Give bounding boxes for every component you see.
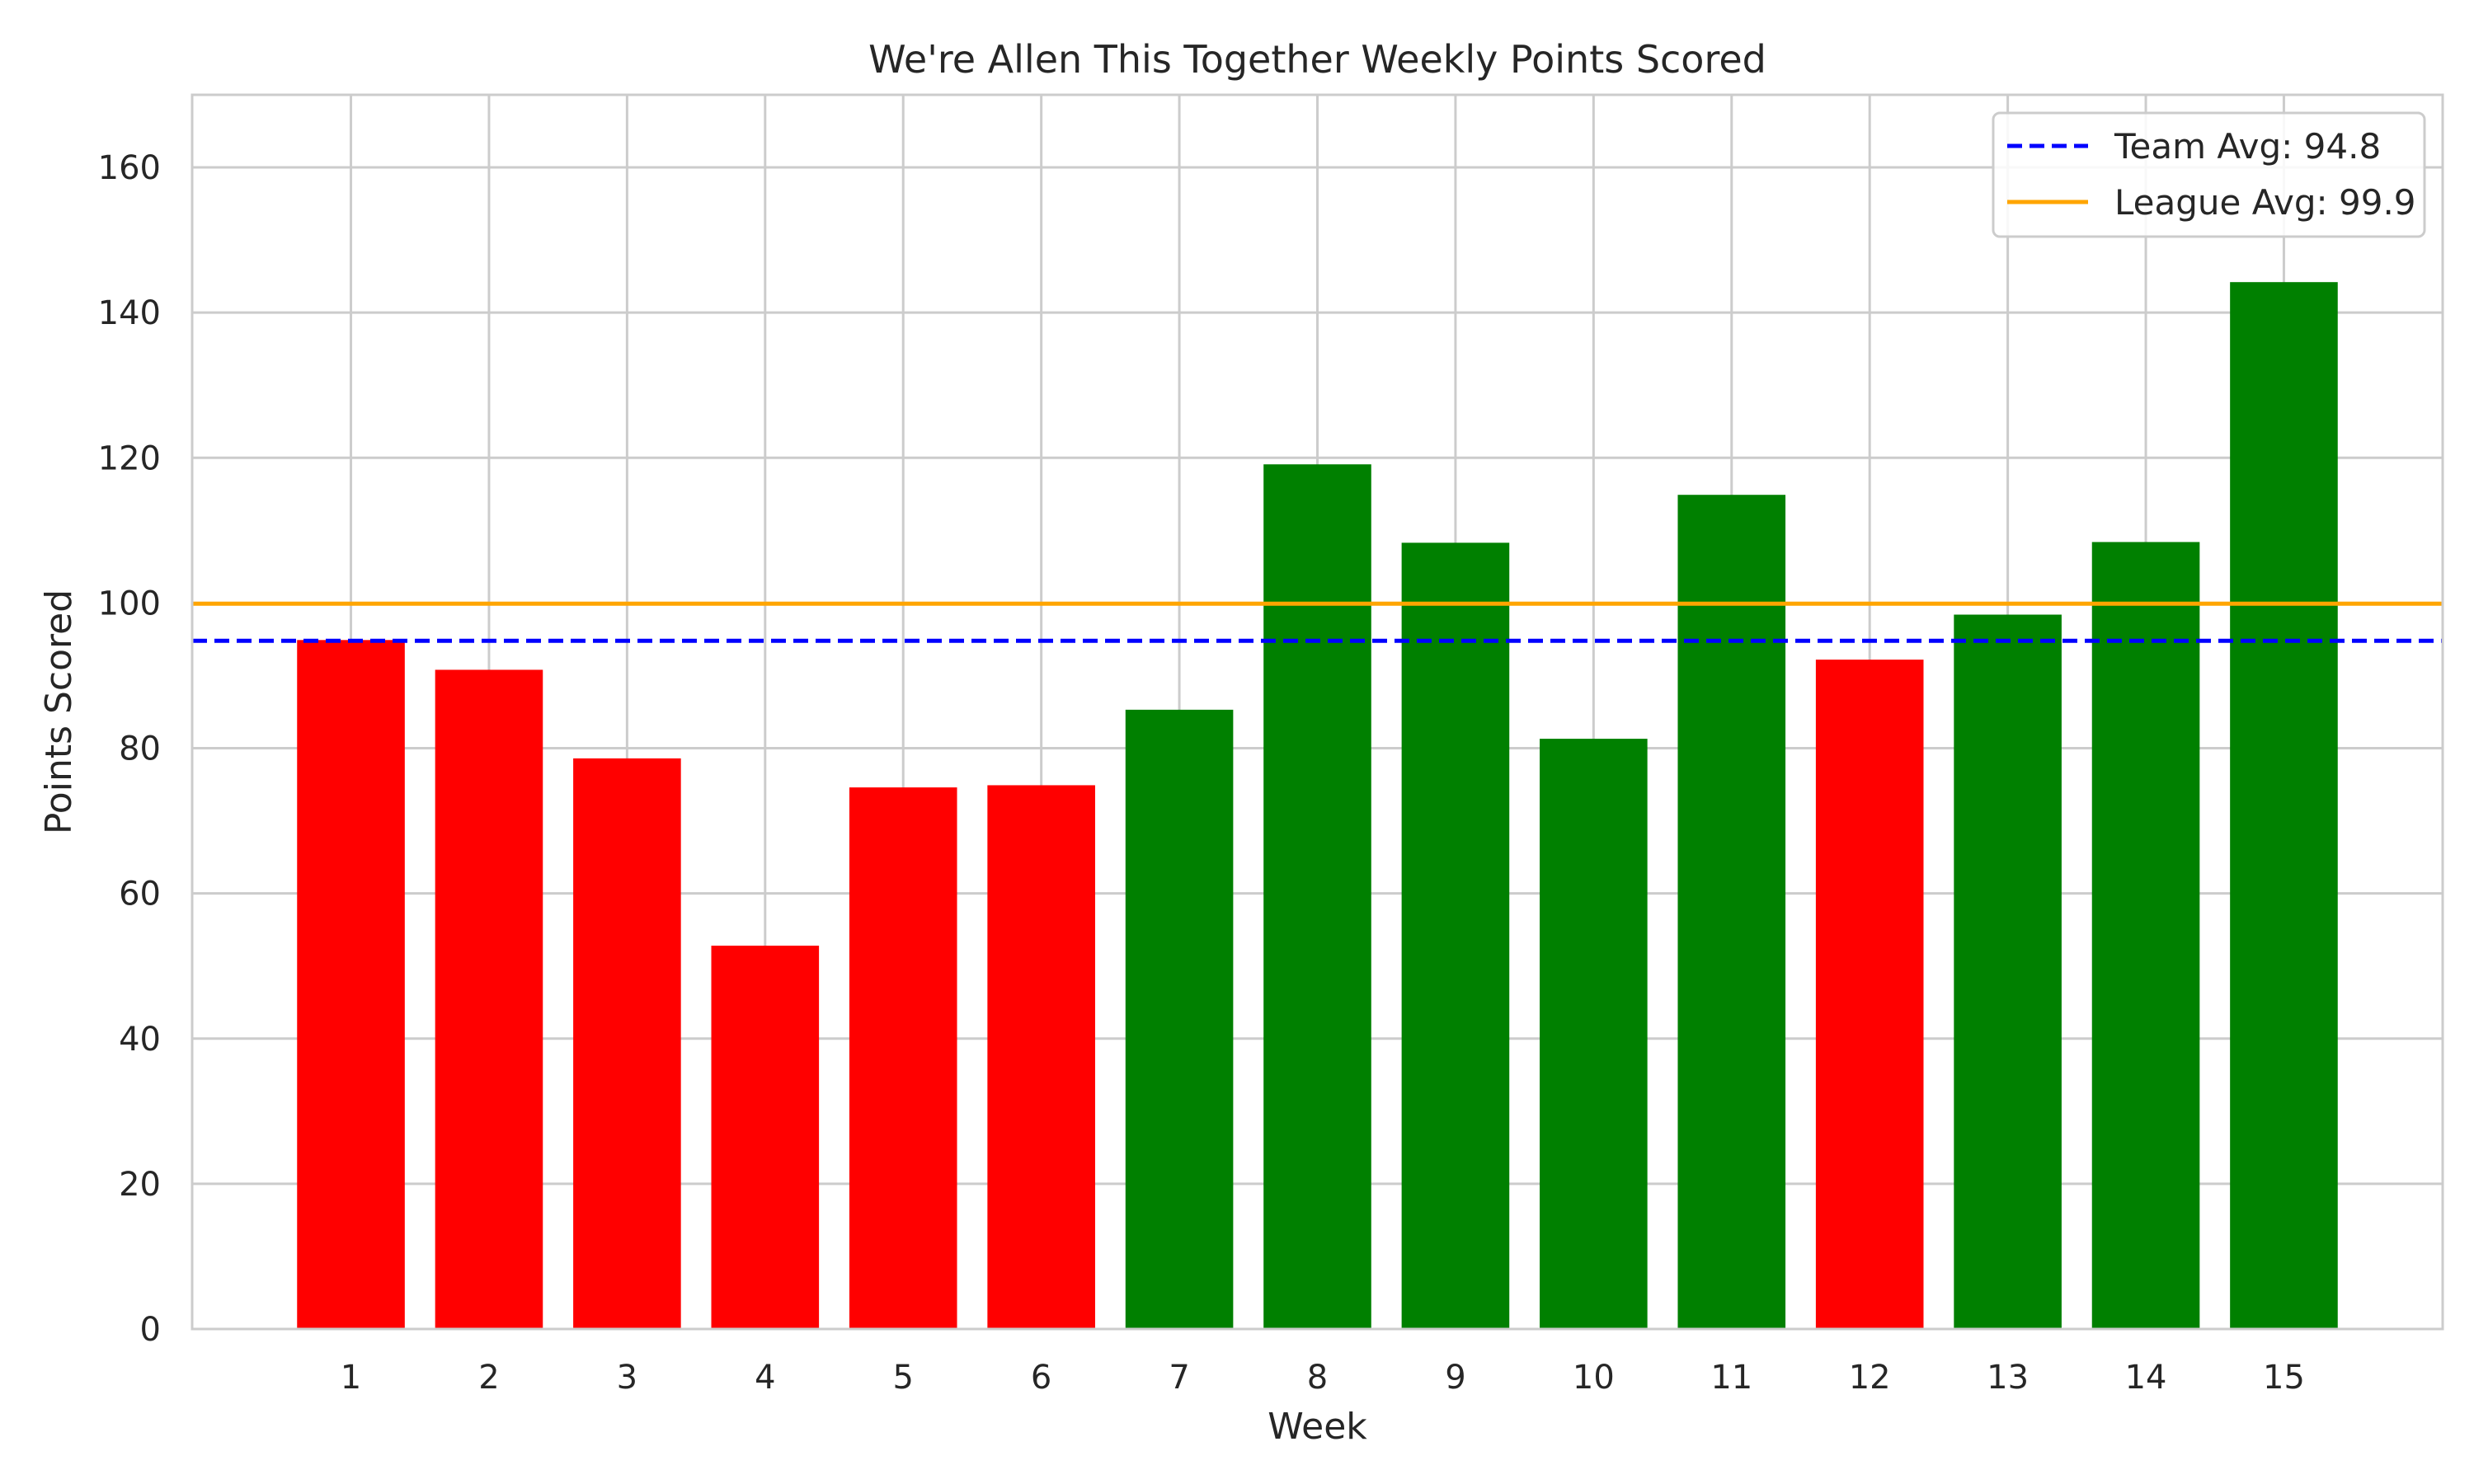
- reference-lines: [192, 601, 2443, 643]
- y-tick-label: 0: [140, 1311, 161, 1349]
- bar-week-1: [297, 640, 405, 1329]
- bar-week-3: [573, 758, 681, 1329]
- y-axis-label: Points Scored: [38, 589, 80, 834]
- x-tick-label: 7: [1169, 1359, 1189, 1397]
- x-tick-label: 1: [341, 1359, 361, 1397]
- bar-week-6: [987, 785, 1095, 1329]
- x-tick-label: 11: [1710, 1359, 1752, 1397]
- legend-box: [1992, 111, 2426, 238]
- x-tick-label: 5: [893, 1359, 914, 1397]
- y-tick-label: 40: [119, 1021, 161, 1059]
- bar-week-11: [1677, 495, 1786, 1329]
- y-tick-label: 20: [119, 1166, 161, 1204]
- legend-label: League Avg: 99.9: [2114, 182, 2416, 223]
- bar-week-5: [849, 787, 957, 1329]
- bar-week-7: [1125, 709, 1234, 1329]
- y-tick-label: 80: [119, 730, 161, 768]
- bar-week-13: [1954, 614, 2062, 1329]
- x-tick-label: 14: [2125, 1359, 2167, 1397]
- x-tick-label: 8: [1307, 1359, 1328, 1397]
- x-axis-ticks: 1 2 3 4 5 6 7 8 9 10 11 12 13 14 15: [341, 1359, 2305, 1397]
- x-tick-label: 15: [2263, 1359, 2305, 1397]
- bar-week-12: [1815, 660, 1924, 1329]
- x-tick-label: 13: [1987, 1359, 2029, 1397]
- x-tick-label: 9: [1445, 1359, 1465, 1397]
- legend: Team Avg: 94.8 League Avg: 99.9: [1992, 111, 2426, 238]
- bar-week-14: [2091, 542, 2200, 1329]
- x-tick-label: 6: [1031, 1359, 1051, 1397]
- x-tick-label: 12: [1849, 1359, 1891, 1397]
- y-axis-ticks: 0 20 40 60 80 100 120 140 160: [98, 149, 161, 1349]
- bars: [297, 282, 2338, 1329]
- x-tick-label: 3: [617, 1359, 637, 1397]
- bar-week-4: [711, 946, 820, 1329]
- y-tick-label: 100: [98, 585, 161, 622]
- bar-week-2: [435, 669, 543, 1329]
- x-axis-label: Week: [1268, 1406, 1367, 1448]
- y-tick-label: 60: [119, 876, 161, 913]
- bar-week-10: [1540, 739, 1648, 1329]
- y-tick-label: 140: [98, 294, 161, 332]
- bar-week-15: [2230, 282, 2338, 1329]
- bar-week-9: [1401, 542, 1510, 1329]
- chart-title: We're Allen This Together Weekly Points …: [868, 37, 1766, 82]
- bar-week-8: [1263, 464, 1371, 1329]
- x-tick-label: 4: [755, 1359, 775, 1397]
- legend-label: Team Avg: 94.8: [2114, 126, 2381, 167]
- y-tick-label: 160: [98, 149, 161, 187]
- x-tick-label: 2: [478, 1359, 499, 1397]
- plot-frame: [190, 93, 2444, 1331]
- x-tick-label: 10: [1573, 1359, 1615, 1397]
- y-tick-label: 120: [98, 439, 161, 477]
